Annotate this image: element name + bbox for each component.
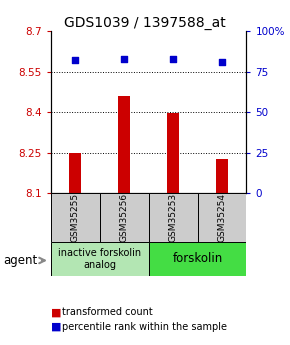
Text: transformed count: transformed count (62, 307, 153, 317)
Point (73, 58, 77, 63)
Point (220, 59, 224, 65)
Text: GSM35253: GSM35253 (168, 193, 177, 242)
Text: forskolin: forskolin (173, 252, 223, 265)
Point (171, 56, 175, 61)
Bar (148, 241, 246, 276)
Bar (216, 159, 228, 193)
Text: agent: agent (3, 254, 37, 267)
Bar (197, 193, 246, 242)
Bar (51, 193, 100, 242)
Text: GDS1039 / 1397588_at: GDS1039 / 1397588_at (64, 16, 226, 30)
Bar (118, 96, 130, 193)
Text: inactive forskolin
analog: inactive forskolin analog (58, 248, 141, 269)
Text: GSM35254: GSM35254 (218, 193, 226, 242)
Text: GSM35256: GSM35256 (120, 193, 129, 242)
Bar (100, 193, 148, 242)
Point (122, 56, 126, 61)
Text: ■: ■ (51, 322, 61, 332)
Text: percentile rank within the sample: percentile rank within the sample (62, 322, 227, 332)
Text: GSM35255: GSM35255 (71, 193, 80, 242)
Bar (148, 193, 197, 242)
Bar (51, 241, 148, 276)
Bar (69, 152, 81, 193)
Bar (167, 114, 179, 193)
Text: ■: ■ (51, 307, 61, 317)
